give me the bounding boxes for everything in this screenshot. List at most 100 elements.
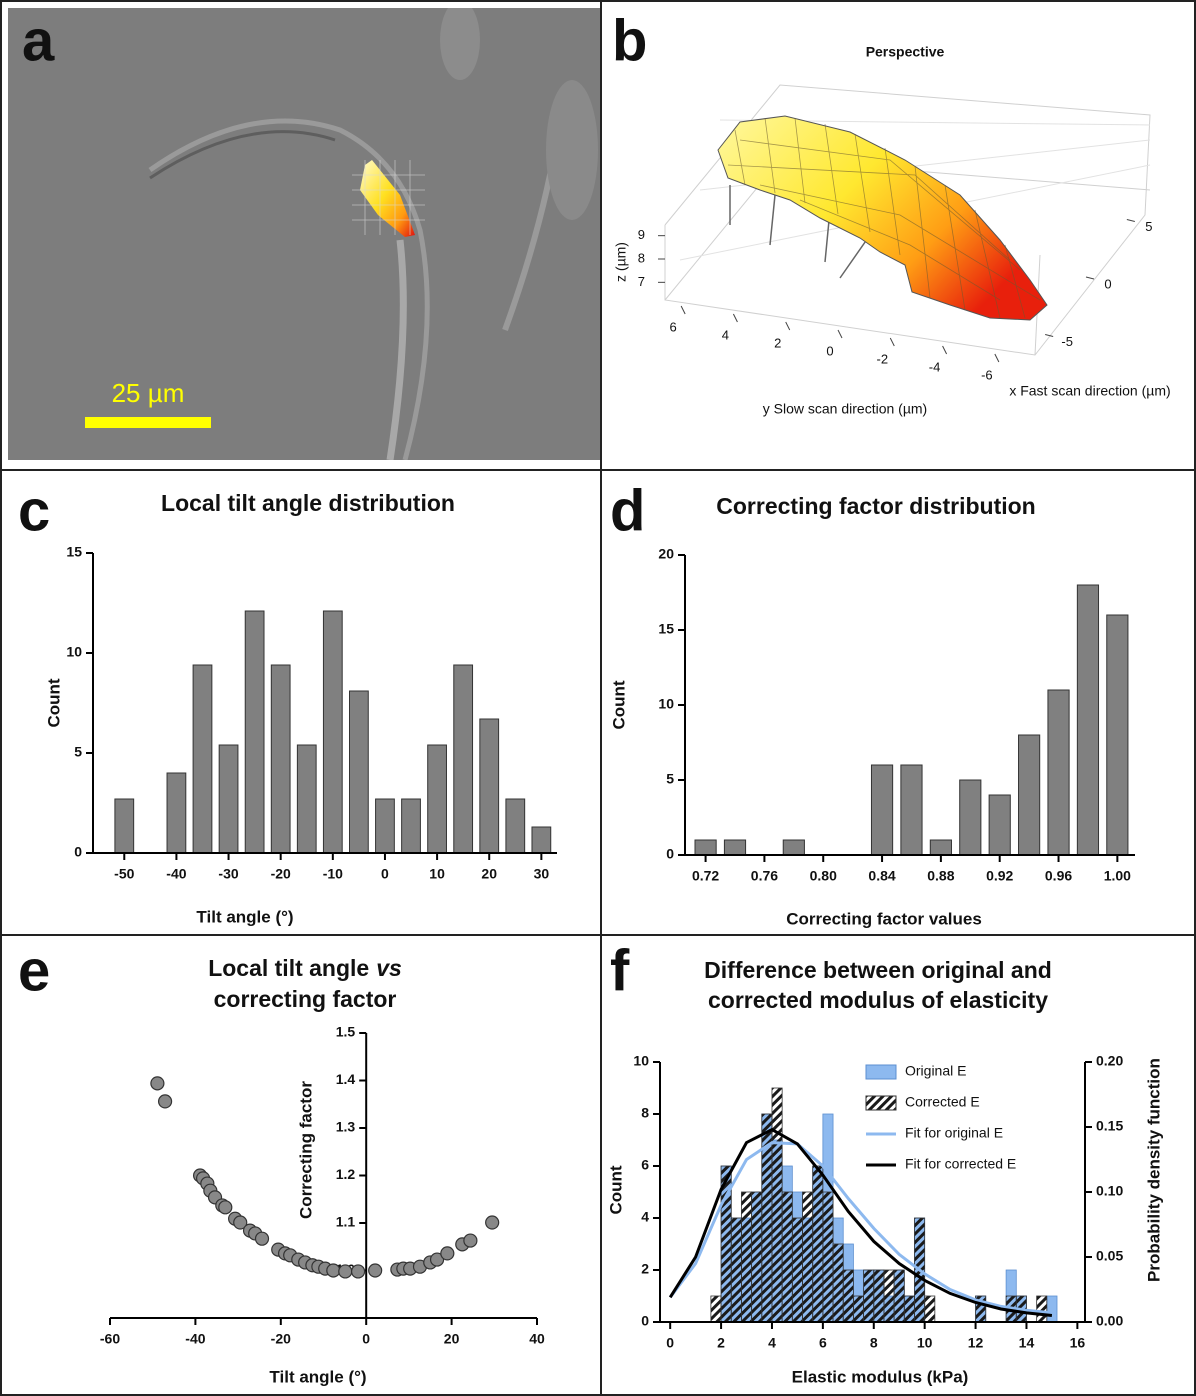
- y-tick-label: 4: [641, 1209, 649, 1225]
- x-axis-label: Tilt angle (°): [196, 907, 293, 926]
- y-tick-label: 1.1: [336, 1214, 356, 1230]
- bar: [1047, 689, 1070, 856]
- x-axis-label: Correcting factor values: [786, 909, 982, 928]
- y-tick: [889, 337, 895, 347]
- hatched-bar: [863, 1269, 875, 1323]
- chart-title: Difference between original and: [704, 957, 1052, 983]
- bar: [453, 664, 474, 854]
- legend-label: Fit for original E: [905, 1125, 1003, 1141]
- y-axis-label: Correcting factor: [296, 1081, 315, 1219]
- x-axis-label: x Fast scan direction (µm): [1009, 383, 1170, 399]
- bar: [723, 839, 747, 856]
- point: [338, 1264, 353, 1279]
- x-tick-label: -20: [271, 866, 291, 882]
- bar: [166, 772, 187, 854]
- y-tick: [837, 329, 843, 339]
- z-tick-label: 7: [638, 274, 645, 289]
- y-tick-label: -4: [929, 359, 941, 374]
- panel-label: b: [612, 8, 647, 73]
- hatched-bar: [802, 1191, 814, 1323]
- y-tick-label: 6: [670, 319, 677, 334]
- hatched-bar: [710, 1295, 722, 1323]
- bar: [322, 610, 343, 854]
- x-tick-label: 0.88: [927, 868, 954, 884]
- x-tick-label: -30: [218, 866, 238, 882]
- x-tick-label: -60: [100, 1331, 120, 1347]
- y-tick-label: 5: [74, 744, 82, 760]
- x-tick-label: -5: [1061, 334, 1073, 349]
- bar: [929, 839, 952, 856]
- bar: [375, 798, 395, 854]
- panel-label: a: [22, 8, 55, 73]
- legend-label: Fit for corrected E: [905, 1156, 1016, 1172]
- hatched-bar: [751, 1191, 763, 1323]
- y-tick-label: 10: [66, 644, 82, 660]
- legend-label: Corrected E: [905, 1094, 980, 1110]
- chart-title: Correcting factor distribution: [716, 493, 1035, 519]
- x-tick: [1045, 334, 1054, 337]
- y-tick-label: 20: [658, 546, 674, 562]
- surface-plot: [664, 84, 1151, 356]
- bar: [401, 798, 421, 854]
- y-axis-label: y Slow scan direction (µm): [763, 401, 927, 417]
- point: [326, 1263, 341, 1278]
- z-axis-label: z (µm): [613, 242, 629, 282]
- y-axis-label: Count: [606, 1165, 625, 1214]
- x-tick-label: 10: [429, 866, 445, 882]
- bar: [1106, 614, 1129, 856]
- hatched-bar: [741, 1191, 753, 1323]
- y-tick-label: 6: [641, 1157, 649, 1173]
- x-tick-label: 12: [968, 1335, 984, 1351]
- y-tick-label: 1.5: [336, 1024, 356, 1040]
- y-tick-label: -2: [877, 351, 889, 366]
- bar: [531, 826, 552, 854]
- y-tick: [732, 313, 738, 323]
- bar: [959, 779, 982, 856]
- bar: [192, 664, 213, 854]
- bar: [244, 610, 265, 854]
- x-tick-label: 6: [819, 1335, 827, 1351]
- bar: [694, 839, 717, 856]
- bar: [782, 839, 805, 856]
- bar: [114, 798, 135, 854]
- y2-tick-label: 0.15: [1096, 1118, 1123, 1134]
- bar: [479, 718, 500, 854]
- z-tick-label: 8: [638, 250, 645, 265]
- fit-line: [668, 1127, 1053, 1317]
- hatched-bar: [873, 1269, 885, 1323]
- panel-label: e: [18, 938, 50, 1003]
- x-tick-label: 0: [362, 1331, 370, 1347]
- x-tick-label: 0: [1104, 276, 1111, 291]
- hatched-bar: [791, 1217, 803, 1323]
- chart-title: Local tilt angle vs: [208, 955, 402, 981]
- y-tick: [942, 345, 948, 355]
- x-tick-label: 4: [768, 1335, 776, 1351]
- y2-axis-label: Probability density function: [1144, 1058, 1163, 1282]
- x-tick-label: -40: [166, 866, 186, 882]
- y-tick: [680, 305, 686, 315]
- x-tick-label: 1.00: [1104, 868, 1131, 884]
- x-tick-label: 2: [717, 1335, 725, 1351]
- title-text: Local tilt angle: [208, 955, 369, 981]
- chart-title: corrected modulus of elasticity: [708, 987, 1048, 1013]
- bar: [427, 744, 447, 854]
- x-axis-label: Elastic modulus (kPa): [792, 1367, 969, 1386]
- point: [440, 1246, 455, 1261]
- title-italic: vs: [376, 955, 402, 981]
- point: [350, 1264, 366, 1279]
- x-tick-label: -20: [271, 1331, 291, 1347]
- hatched-bar: [842, 1269, 854, 1323]
- bar: [870, 764, 894, 856]
- y-tick-label: 10: [633, 1053, 649, 1069]
- x-tick-label: -50: [114, 866, 134, 882]
- x-tick-label: 20: [444, 1331, 460, 1347]
- hatched-bar: [883, 1269, 895, 1323]
- chart-title: Perspective: [866, 44, 945, 60]
- y-tick-label: 1.3: [336, 1119, 356, 1135]
- y2-tick-label: 0.05: [1096, 1248, 1123, 1264]
- panel-label: d: [610, 478, 645, 543]
- hatched-bar: [771, 1087, 783, 1323]
- x-tick-label: -40: [185, 1331, 205, 1347]
